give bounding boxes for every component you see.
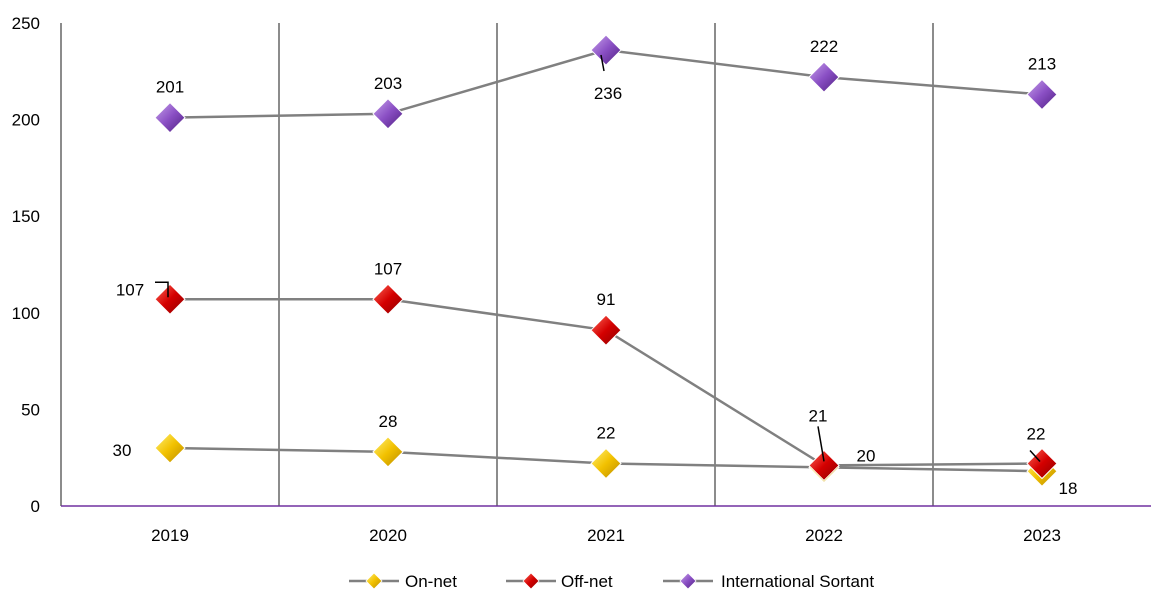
data-label: 222 [810, 37, 838, 56]
data-point-marker [154, 283, 186, 315]
legend-marker [679, 572, 697, 590]
legend-marker [522, 572, 540, 590]
x-tick-label: 2019 [151, 526, 189, 545]
legend-label: On-net [405, 572, 457, 591]
data-point-marker [590, 34, 622, 66]
label-leader-line [1029, 449, 1041, 463]
data-point-marker [372, 283, 404, 315]
x-tick-label: 2022 [805, 526, 843, 545]
data-label: 21 [809, 406, 828, 425]
data-label: 213 [1028, 54, 1056, 73]
y-tick-label: 250 [12, 14, 40, 33]
data-label: 22 [597, 423, 616, 442]
x-tick-label: 2023 [1023, 526, 1061, 545]
y-tick-label: 200 [12, 111, 40, 130]
data-label: 203 [374, 74, 402, 93]
data-point-marker [808, 449, 840, 482]
data-point-marker [154, 101, 186, 134]
data-label: 20 [857, 446, 876, 465]
data-point-marker [372, 436, 404, 468]
x-tick-label: 2020 [369, 526, 407, 545]
y-tick-label: 50 [21, 400, 40, 419]
data-point-marker [154, 432, 186, 464]
data-point-marker [1026, 78, 1058, 111]
label-leader-line [600, 54, 605, 72]
data-label: 201 [156, 78, 184, 97]
data-label: 91 [597, 290, 616, 309]
legend-marker [365, 572, 383, 590]
data-point-marker [372, 98, 404, 130]
data-point-marker [590, 447, 622, 480]
data-label: 28 [379, 412, 398, 431]
data-point-marker [808, 61, 840, 93]
legend-label: Off-net [561, 572, 613, 591]
data-label: 18 [1059, 479, 1078, 498]
data-label: 30 [113, 441, 132, 460]
data-label: 236 [594, 84, 622, 103]
data-label: 22 [1027, 424, 1046, 443]
y-tick-label: 0 [31, 497, 40, 516]
data-point-marker [590, 314, 622, 346]
x-tick-label: 2021 [587, 526, 625, 545]
y-tick-label: 100 [12, 304, 40, 323]
label-leader-line [155, 281, 169, 298]
label-leader-line [817, 426, 825, 462]
data-label: 107 [374, 259, 402, 278]
data-label: 107 [116, 280, 144, 299]
y-tick-label: 150 [12, 207, 40, 226]
legend-label: International Sortant [721, 572, 874, 591]
